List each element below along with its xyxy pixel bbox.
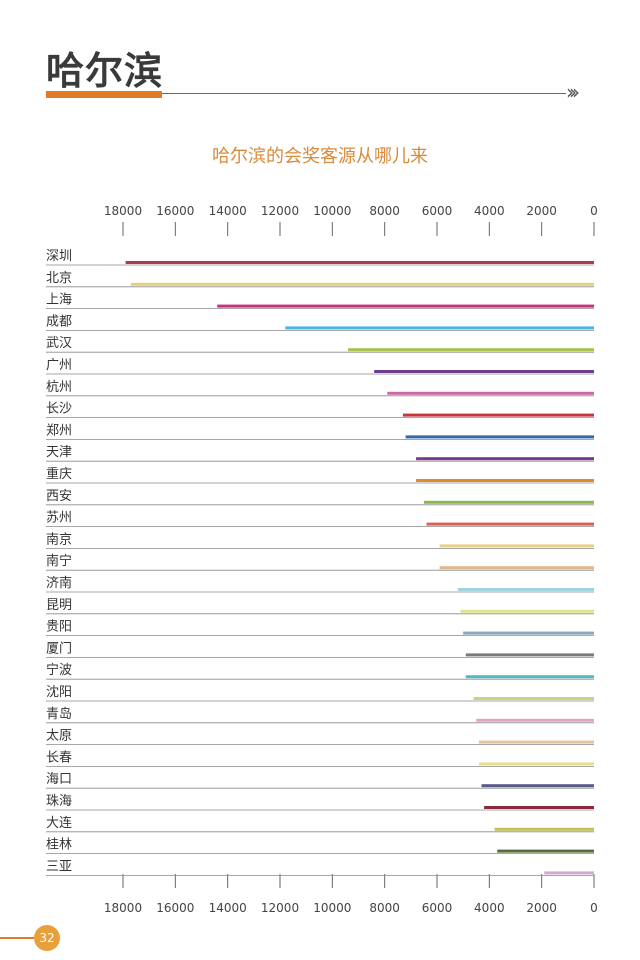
bar	[348, 348, 594, 352]
title-divider	[162, 93, 566, 94]
bar	[465, 675, 594, 679]
x-tick-label-top: 14000	[209, 204, 247, 218]
bar	[426, 522, 594, 526]
page-number-line	[0, 937, 34, 939]
x-tick-label-bottom: 6000	[422, 901, 453, 915]
bar	[423, 500, 594, 504]
bar	[374, 370, 594, 373]
bar	[439, 544, 594, 548]
x-tick-label-top: 6000	[422, 204, 453, 218]
x-tick-label-bottom: 2000	[526, 901, 557, 915]
bar	[494, 827, 594, 831]
category-label: 长春	[46, 750, 72, 765]
category-label: 三亚	[46, 859, 72, 874]
x-tick-label-bottom: 12000	[261, 901, 299, 915]
x-tick-label-top: 0	[590, 204, 598, 218]
category-label: 成都	[46, 314, 72, 329]
bar	[416, 457, 594, 461]
category-label: 大连	[46, 815, 72, 831]
x-tick-label-bottom: 16000	[156, 901, 194, 915]
category-label: 武汉	[46, 336, 72, 351]
bar	[130, 282, 594, 286]
category-label: 南宁	[46, 553, 72, 569]
x-tick-label-top: 12000	[261, 204, 299, 218]
category-label: 苏州	[46, 510, 72, 526]
category-label: 杭州	[46, 380, 72, 395]
x-tick-label-top: 16000	[156, 204, 194, 218]
category-label: 海口	[46, 772, 72, 787]
bar	[285, 326, 594, 330]
category-label: 青岛	[46, 706, 72, 722]
bar	[478, 762, 594, 766]
category-label: 沈阳	[46, 685, 72, 700]
bar	[217, 304, 594, 308]
bar	[484, 806, 594, 809]
category-label: 南京	[46, 531, 72, 547]
bar	[544, 871, 594, 875]
category-label: 郑州	[46, 423, 72, 438]
x-tick-label-top: 2000	[526, 204, 557, 218]
x-tick-label-bottom: 4000	[474, 901, 505, 915]
bar	[405, 435, 594, 439]
x-tick-label-bottom: 8000	[369, 901, 400, 915]
bar	[497, 849, 594, 853]
x-tick-label-bottom: 0	[590, 901, 598, 915]
category-label: 宁波	[46, 662, 72, 678]
title-accent-bar	[46, 91, 162, 98]
bar	[387, 391, 594, 395]
bar	[402, 413, 594, 417]
bar	[473, 697, 594, 700]
chart-title: 哈尔滨的会奖客源从哪儿来	[212, 146, 428, 167]
x-tick-label-top: 8000	[369, 204, 400, 218]
category-label: 广州	[46, 358, 72, 373]
category-label: 深圳	[46, 249, 72, 264]
bar	[125, 261, 594, 264]
category-label: 天津	[46, 445, 72, 460]
x-tick-label-bottom: 14000	[209, 901, 247, 915]
bar	[416, 479, 594, 482]
category-label: 重庆	[46, 466, 72, 482]
category-label: 珠海	[46, 794, 72, 809]
category-label: 北京	[46, 271, 72, 286]
bar	[481, 784, 594, 788]
x-tick-label-bottom: 10000	[313, 901, 351, 915]
bar	[457, 588, 594, 591]
category-label: 太原	[46, 729, 72, 744]
x-tick-label-top: 4000	[474, 204, 505, 218]
bar	[465, 653, 594, 657]
category-label: 上海	[46, 293, 72, 308]
bar	[476, 718, 594, 722]
page-number: 32	[34, 925, 60, 951]
category-label: 厦门	[46, 641, 72, 656]
category-label: 贵阳	[46, 620, 72, 635]
category-label: 桂林	[46, 838, 72, 853]
bar	[439, 566, 594, 570]
x-tick-label-top: 10000	[313, 204, 351, 218]
bar	[478, 740, 594, 744]
page-title: 哈尔滨	[46, 49, 164, 93]
category-label: 昆明	[46, 598, 72, 613]
category-label: 西安	[46, 489, 72, 504]
x-tick-label-top: 18000	[104, 204, 142, 218]
bar	[463, 631, 594, 635]
category-label: 济南	[46, 575, 72, 591]
x-tick-label-bottom: 18000	[104, 901, 142, 915]
bar	[460, 609, 594, 613]
category-label: 长沙	[46, 402, 72, 417]
